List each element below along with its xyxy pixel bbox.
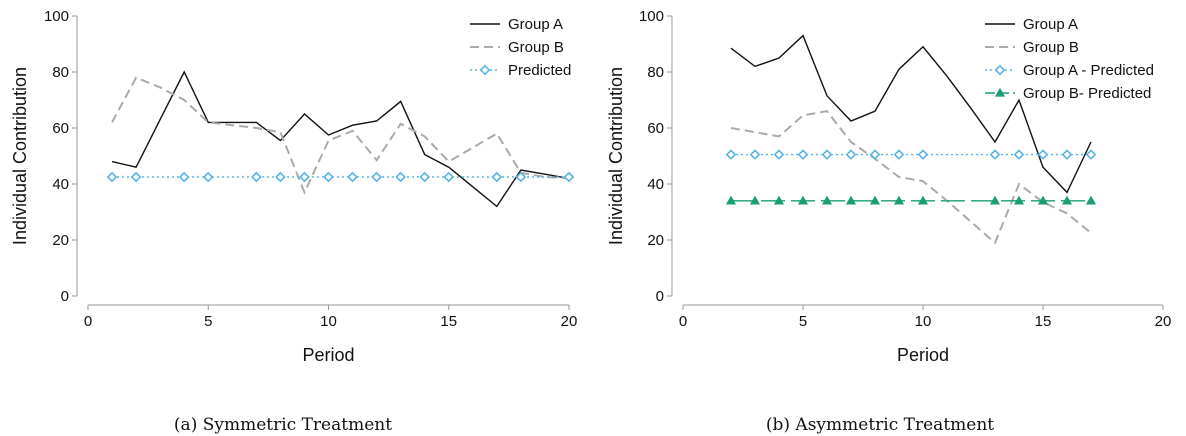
data-point	[1085, 149, 1097, 160]
x-tick-label: 10	[320, 313, 337, 330]
data-point	[130, 171, 142, 183]
y-tick-label: 100	[44, 8, 69, 25]
series-line	[111, 70, 570, 208]
data-point	[299, 171, 310, 183]
data-point	[419, 171, 431, 183]
x-tick-label: 0	[679, 313, 687, 330]
data-point	[443, 171, 455, 183]
series-group-a-predicted	[725, 149, 1097, 160]
y-axis-title: Individual Contribution	[606, 67, 626, 245]
legend-marker	[994, 87, 1006, 97]
y-tick-label: 0	[656, 288, 664, 305]
series-group-b-predicted	[725, 195, 1097, 205]
data-point	[989, 149, 1001, 160]
y-axis-title: Individual Contribution	[10, 67, 30, 245]
y-tick-label: 60	[52, 120, 69, 137]
y-tick-label: 40	[52, 176, 69, 193]
data-point	[797, 149, 809, 160]
legend-marker	[994, 64, 1006, 76]
series-line	[730, 34, 1092, 194]
x-tick-label: 15	[440, 313, 457, 330]
y-tick-label: 80	[52, 64, 69, 81]
data-point	[917, 149, 929, 160]
legend: Group A Group B Predicted	[470, 16, 571, 79]
data-point	[869, 195, 881, 205]
data-point	[749, 195, 761, 205]
data-point	[797, 195, 809, 205]
data-point	[1061, 195, 1073, 205]
data-point	[773, 149, 785, 160]
data-point	[1013, 195, 1025, 205]
data-point	[491, 171, 503, 183]
data-point	[725, 149, 737, 160]
series-group-a	[730, 34, 1092, 194]
data-point	[395, 171, 406, 183]
legend-label: Group B- Predicted	[1023, 85, 1151, 102]
data-point	[893, 149, 905, 160]
x-tick-label: 20	[561, 313, 578, 330]
panel-asymmetric: 0 5 10 15 20 0 20 40 60 80 100 Period Individual Con…	[606, 8, 1171, 435]
x-tick-label: 5	[204, 313, 212, 330]
series-line	[730, 110, 1092, 245]
data-point	[1037, 149, 1049, 160]
y-tick-label: 20	[52, 232, 69, 249]
data-point	[371, 171, 382, 183]
data-point	[989, 195, 1001, 205]
data-point	[1085, 195, 1097, 205]
series-predicted	[106, 171, 575, 183]
x-tick-label: 5	[799, 313, 807, 330]
data-point	[821, 195, 833, 205]
legend: Group A Group B Group A - Predicted Group B…	[985, 16, 1154, 102]
y-tick-label: 60	[647, 120, 664, 137]
data-point	[178, 171, 190, 183]
data-point	[821, 149, 833, 160]
data-point	[893, 195, 905, 205]
x-tick-label: 15	[1035, 313, 1052, 330]
x-axis-title: Period	[302, 345, 354, 365]
data-point	[347, 171, 358, 183]
y-tick-label: 100	[639, 8, 664, 25]
legend-label: Group A - Predicted	[1023, 62, 1154, 79]
data-point	[202, 171, 214, 183]
legend-marker	[479, 64, 491, 76]
data-point	[869, 149, 881, 160]
caption: (b) Asymmetric Treatment	[766, 415, 994, 435]
x-axis-title: Period	[897, 345, 949, 365]
y-tick-label: 80	[647, 64, 664, 81]
data-point	[106, 171, 118, 183]
data-point	[323, 171, 334, 183]
legend-label: Group A	[508, 16, 563, 33]
x-tick-label: 20	[1155, 313, 1172, 330]
series-group-b	[730, 110, 1092, 245]
legend-label: Group B	[1023, 39, 1079, 56]
y-tick-label: 0	[61, 288, 69, 305]
data-point	[917, 195, 929, 205]
data-point	[1061, 149, 1073, 160]
caption: (a) Symmetric Treatment	[174, 415, 392, 435]
data-point	[1013, 149, 1025, 160]
y-tick-label: 20	[647, 232, 664, 249]
series-line	[111, 76, 570, 195]
panel-symmetric: 0 5 10 15 20 0 20 40 60 80 100 Period Individual Con…	[10, 8, 577, 435]
data-point	[749, 149, 761, 160]
legend-label: Group B	[508, 39, 564, 56]
x-tick-label: 10	[915, 313, 932, 330]
data-point	[845, 149, 857, 160]
x-tick-label: 0	[84, 313, 92, 330]
data-point	[725, 195, 737, 205]
y-tick-label: 40	[647, 176, 664, 193]
data-point	[845, 195, 857, 205]
data-point	[563, 171, 575, 183]
data-point	[515, 171, 527, 183]
data-point	[275, 171, 286, 183]
data-point	[773, 195, 785, 205]
data-point	[251, 171, 262, 183]
data-point	[1037, 195, 1049, 205]
series-group-a	[111, 70, 570, 208]
legend-label: Group A	[1023, 16, 1078, 33]
legend-label: Predicted	[508, 62, 571, 79]
series-group-b	[111, 76, 570, 195]
